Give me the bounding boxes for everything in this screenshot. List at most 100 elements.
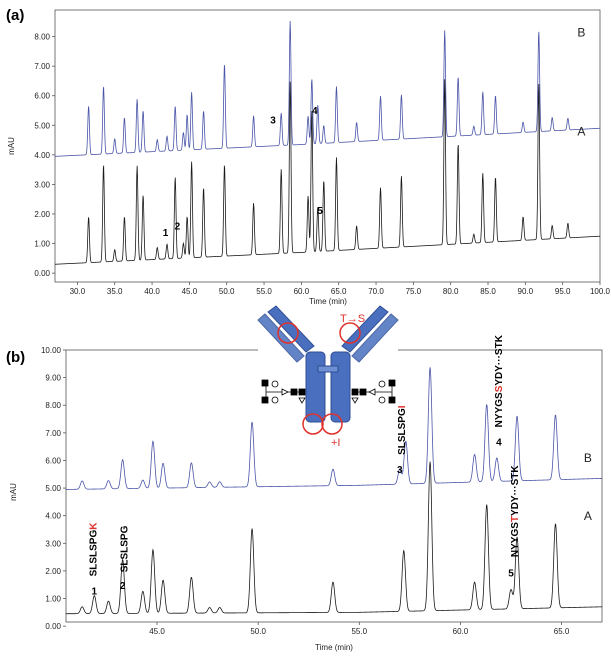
mutation-bottom-label: +I xyxy=(331,437,340,449)
heavy-chain-right xyxy=(341,305,389,353)
x-tick-label: 95.0 xyxy=(555,287,571,296)
x-axis: 30.0 35.0 40.0 45.0 50.0 55.0 60.0 65.0 70.0 75.0… xyxy=(70,282,611,296)
peak-number-label: 5 xyxy=(508,568,514,579)
glycan-right-icon xyxy=(351,379,396,404)
y-tick-label: 6.00 xyxy=(34,92,50,101)
sequence-part: YDY···STK xyxy=(494,334,505,385)
x-axis: 45.0 50.0 55.0 60.0 65.0 xyxy=(149,622,570,636)
peptide-sequence-label: SLSLSPG xyxy=(120,525,131,572)
x-axis-label: Time (min) xyxy=(315,643,353,652)
x-tick-label: 65.0 xyxy=(331,287,347,296)
y-tick-label: 10.00 xyxy=(41,346,62,355)
y-tick-label: 0.00 xyxy=(45,622,61,631)
trace-label: A xyxy=(584,509,592,523)
heavy-chain-left xyxy=(267,305,315,353)
sequence-part: NYYGS xyxy=(494,392,505,427)
y-axis-label: mAU xyxy=(7,137,16,155)
x-tick-label: 75.0 xyxy=(406,287,422,296)
mutation-site-right-circle xyxy=(339,322,361,344)
x-tick-label: 35.0 xyxy=(107,287,123,296)
peak-number-label: 5 xyxy=(317,206,323,217)
y-axis-label: mAU xyxy=(9,483,18,501)
panel-a: (a) 0.00 1.00 2.00 3.00 4.00 5.00 6.00 7.00 8.00… xyxy=(6,7,611,306)
y-tick-label: 7.00 xyxy=(45,429,61,438)
y-tick-label: 3.00 xyxy=(45,539,61,548)
peak-number-label: 3 xyxy=(270,116,276,127)
x-tick-label: 45.0 xyxy=(182,287,198,296)
x-tick-label: 85.0 xyxy=(480,287,496,296)
y-tick-label: 6.00 xyxy=(45,456,61,465)
glycan-left-icon xyxy=(261,379,306,404)
y-axis: 0.00 1.00 2.00 3.00 4.00 5.00 6.00 7.00 8.00 xyxy=(34,33,55,278)
peak-number-label: 3 xyxy=(397,465,403,476)
y-tick-label: 3.00 xyxy=(34,180,50,189)
fc-right xyxy=(330,351,351,423)
x-tick-label: 30.0 xyxy=(70,287,86,296)
fc-left xyxy=(305,351,326,423)
mutation-site-left-circle xyxy=(277,322,299,344)
c-term-right-circle xyxy=(321,413,343,435)
peptide-sequence-label: NYYGSSYDY···STK xyxy=(494,334,505,427)
trace-label: A xyxy=(577,125,585,139)
y-tick-label: 1.00 xyxy=(34,240,50,249)
series-a-line xyxy=(65,461,603,615)
sequence-part: SLSLSPG xyxy=(120,525,131,572)
x-tick-label: 80.0 xyxy=(443,287,459,296)
x-tick-label: 100.0 xyxy=(590,287,611,296)
x-tick-label: 60.0 xyxy=(294,287,310,296)
annotations: B A 12 3 4 5 xyxy=(163,26,586,240)
x-tick-label: 55.0 xyxy=(256,287,272,296)
y-tick-label: 5.00 xyxy=(45,484,61,493)
panel-b: (b) 0.00 1.00 2.00 3.00 4.00 5.00 6.00 7.00 8.00… xyxy=(6,305,603,652)
x-tick-label: 55.0 xyxy=(351,627,367,636)
mutated-residue: K xyxy=(88,522,99,530)
c-term-left-circle xyxy=(302,413,324,435)
x-tick-label: 60.0 xyxy=(453,627,469,636)
panel-a-label: (a) xyxy=(6,7,24,24)
peak-number-label: 4 xyxy=(312,106,318,117)
x-axis-label: Time (min) xyxy=(309,297,347,306)
y-tick-label: 2.00 xyxy=(34,210,50,219)
x-tick-label: 50.0 xyxy=(219,287,235,296)
series-lines xyxy=(65,367,603,615)
peak-number-label: 1 xyxy=(92,586,98,597)
sequence-part: SLSLSPG xyxy=(88,530,99,577)
peak-number-label: 2 xyxy=(120,581,126,592)
sequence-part: NYYGS xyxy=(510,522,521,557)
y-tick-label: 2.00 xyxy=(45,567,61,576)
peptide-sequence-label: NYYGSTYDY···STK xyxy=(510,465,521,557)
peptide-sequence-label: SLSLSPGI xyxy=(397,405,408,455)
x-tick-label: 40.0 xyxy=(144,287,160,296)
series-a-line xyxy=(54,79,601,265)
y-tick-label: 0.00 xyxy=(34,269,50,278)
light-chain-left xyxy=(257,313,305,363)
y-tick-label: 5.00 xyxy=(34,121,50,130)
mutated-residue: I xyxy=(397,405,408,408)
light-chain-right xyxy=(351,313,399,363)
sequence-part: SLSLSPG xyxy=(397,408,408,455)
x-tick-label: 50.0 xyxy=(250,627,266,636)
plot-frame xyxy=(54,9,601,283)
x-tick-label: 90.0 xyxy=(518,287,534,296)
mutated-residue: S xyxy=(494,385,505,392)
sequence-part: YDY···STK xyxy=(510,465,521,516)
peak-number-label: 2 xyxy=(175,222,181,233)
hinge xyxy=(317,365,339,373)
x-tick-label: 45.0 xyxy=(149,627,165,636)
trace-label: B xyxy=(584,451,592,465)
trace-label: B xyxy=(577,26,585,40)
y-tick-label: 1.00 xyxy=(45,595,61,604)
y-tick-label: 4.00 xyxy=(34,151,50,160)
mutation-top-label: T→S xyxy=(340,313,365,325)
x-tick-label: 65.0 xyxy=(554,627,570,636)
panel-b-label: (b) xyxy=(6,349,25,366)
y-axis: 0.00 1.00 2.00 3.00 4.00 5.00 6.00 7.00 8.00 9.00… xyxy=(41,346,66,631)
peak-number-label: 1 xyxy=(163,228,169,239)
series-b-line xyxy=(54,21,601,157)
mutated-residue: T xyxy=(510,516,521,522)
y-tick-label: 8.00 xyxy=(45,401,61,410)
y-tick-label: 8.00 xyxy=(34,33,50,42)
series-b-line xyxy=(66,367,603,490)
